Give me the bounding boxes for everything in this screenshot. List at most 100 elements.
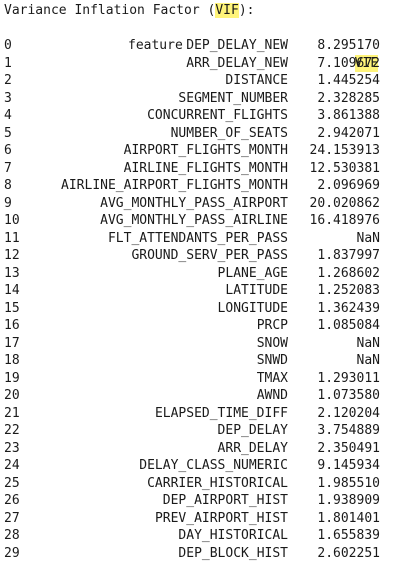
row-index: 0 bbox=[4, 37, 12, 55]
title-prefix: Variance Inflation Factor ( bbox=[4, 3, 215, 18]
row-feature: FLT_ATTENDANTS_PER_PASS bbox=[108, 230, 288, 248]
row-feature: DEP_BLOCK_HIST bbox=[178, 545, 288, 562]
row-feature: CARRIER_HISTORICAL bbox=[147, 475, 288, 493]
row-index: 4 bbox=[4, 107, 12, 125]
table-row: 3 SEGMENT_NUMBER 2.328285 bbox=[4, 90, 414, 108]
row-feature: SEGMENT_NUMBER bbox=[178, 90, 288, 108]
row-feature: PLANE_AGE bbox=[218, 265, 288, 283]
row-feature: SNOW bbox=[257, 335, 288, 353]
row-vif-value: 1.362439 bbox=[317, 300, 380, 318]
row-vif-value: 12.530381 bbox=[310, 160, 380, 178]
row-feature: ELAPSED_TIME_DIFF bbox=[155, 405, 288, 423]
row-index: 19 bbox=[4, 370, 20, 388]
row-vif-value: 7.109672 bbox=[317, 55, 380, 73]
row-index: 11 bbox=[4, 230, 20, 248]
row-vif-value: 2.602251 bbox=[317, 545, 380, 562]
row-vif-value: 3.861388 bbox=[317, 107, 380, 125]
row-vif-value: 2.096969 bbox=[317, 177, 380, 195]
table-row: 17 SNOW NaN bbox=[4, 335, 414, 353]
table-row: 14 LATITUDE 1.252083 bbox=[4, 282, 414, 300]
row-vif-value: NaN bbox=[357, 352, 380, 370]
row-index: 16 bbox=[4, 317, 20, 335]
row-vif-value: 1.252083 bbox=[317, 282, 380, 300]
table-row: 15 LONGITUDE 1.362439 bbox=[4, 300, 414, 318]
row-index: 28 bbox=[4, 527, 20, 545]
table-row: 7 AIRLINE_FLIGHTS_MONTH 12.530381 bbox=[4, 160, 414, 178]
row-index: 10 bbox=[4, 212, 20, 230]
row-feature: ARR_DELAY bbox=[218, 440, 288, 458]
row-feature: AIRLINE_FLIGHTS_MONTH bbox=[124, 160, 288, 178]
row-index: 17 bbox=[4, 335, 20, 353]
row-feature: DISTANCE bbox=[225, 72, 288, 90]
row-vif-value: 2.942071 bbox=[317, 125, 380, 143]
row-index: 27 bbox=[4, 510, 20, 528]
row-index: 13 bbox=[4, 265, 20, 283]
row-feature: AIRPORT_FLIGHTS_MONTH bbox=[124, 142, 288, 160]
title-suffix: ): bbox=[239, 3, 255, 18]
table-row: 25 CARRIER_HISTORICAL 1.985510 bbox=[4, 475, 414, 493]
row-index: 22 bbox=[4, 422, 20, 440]
row-index: 15 bbox=[4, 300, 20, 318]
row-feature: AWND bbox=[257, 387, 288, 405]
row-vif-value: NaN bbox=[357, 335, 380, 353]
row-vif-value: 8.295170 bbox=[317, 37, 380, 55]
row-index: 1 bbox=[4, 55, 12, 73]
row-vif-value: 1.801401 bbox=[317, 510, 380, 528]
row-feature: SNWD bbox=[257, 352, 288, 370]
row-index: 7 bbox=[4, 160, 12, 178]
row-index: 24 bbox=[4, 457, 20, 475]
row-index: 2 bbox=[4, 72, 12, 90]
table-row: 12 GROUND_SERV_PER_PASS 1.837997 bbox=[4, 247, 414, 265]
row-feature: AVG_MONTHLY_PASS_AIRLINE bbox=[100, 212, 288, 230]
row-index: 29 bbox=[4, 545, 20, 562]
row-vif-value: 16.418976 bbox=[310, 212, 380, 230]
row-vif-value: 2.328285 bbox=[317, 90, 380, 108]
row-index: 14 bbox=[4, 282, 20, 300]
row-vif-value: 3.754889 bbox=[317, 422, 380, 440]
row-feature: LATITUDE bbox=[225, 282, 288, 300]
row-vif-value: 1.837997 bbox=[317, 247, 380, 265]
row-index: 21 bbox=[4, 405, 20, 423]
row-index: 20 bbox=[4, 387, 20, 405]
row-vif-value: 1.268602 bbox=[317, 265, 380, 283]
row-index: 25 bbox=[4, 475, 20, 493]
row-feature: GROUND_SERV_PER_PASS bbox=[131, 247, 288, 265]
title-highlight: VIF bbox=[215, 3, 238, 18]
row-index: 18 bbox=[4, 352, 20, 370]
row-vif-value: 2.120204 bbox=[317, 405, 380, 423]
row-vif-value: 9.145934 bbox=[317, 457, 380, 475]
table-row: 1 ARR_DELAY_NEW 7.109672 bbox=[4, 55, 414, 73]
row-index: 26 bbox=[4, 492, 20, 510]
row-feature: LONGITUDE bbox=[218, 300, 288, 318]
table-row: 18 SNWD NaN bbox=[4, 352, 414, 370]
row-feature: AVG_MONTHLY_PASS_AIRPORT bbox=[100, 195, 288, 213]
row-index: 12 bbox=[4, 247, 20, 265]
table-row: 13 PLANE_AGE 1.268602 bbox=[4, 265, 414, 283]
row-feature: TMAX bbox=[257, 370, 288, 388]
row-feature: ARR_DELAY_NEW bbox=[186, 55, 288, 73]
row-index: 23 bbox=[4, 440, 20, 458]
table-header: feature VIF bbox=[4, 20, 414, 38]
row-feature: DAY_HISTORICAL bbox=[178, 527, 288, 545]
table-row: 9 AVG_MONTHLY_PASS_AIRPORT 20.020862 bbox=[4, 195, 414, 213]
row-index: 3 bbox=[4, 90, 12, 108]
row-vif-value: 20.020862 bbox=[310, 195, 380, 213]
row-vif-value: 1.938909 bbox=[317, 492, 380, 510]
row-index: 9 bbox=[4, 195, 12, 213]
row-vif-value: 1.985510 bbox=[317, 475, 380, 493]
